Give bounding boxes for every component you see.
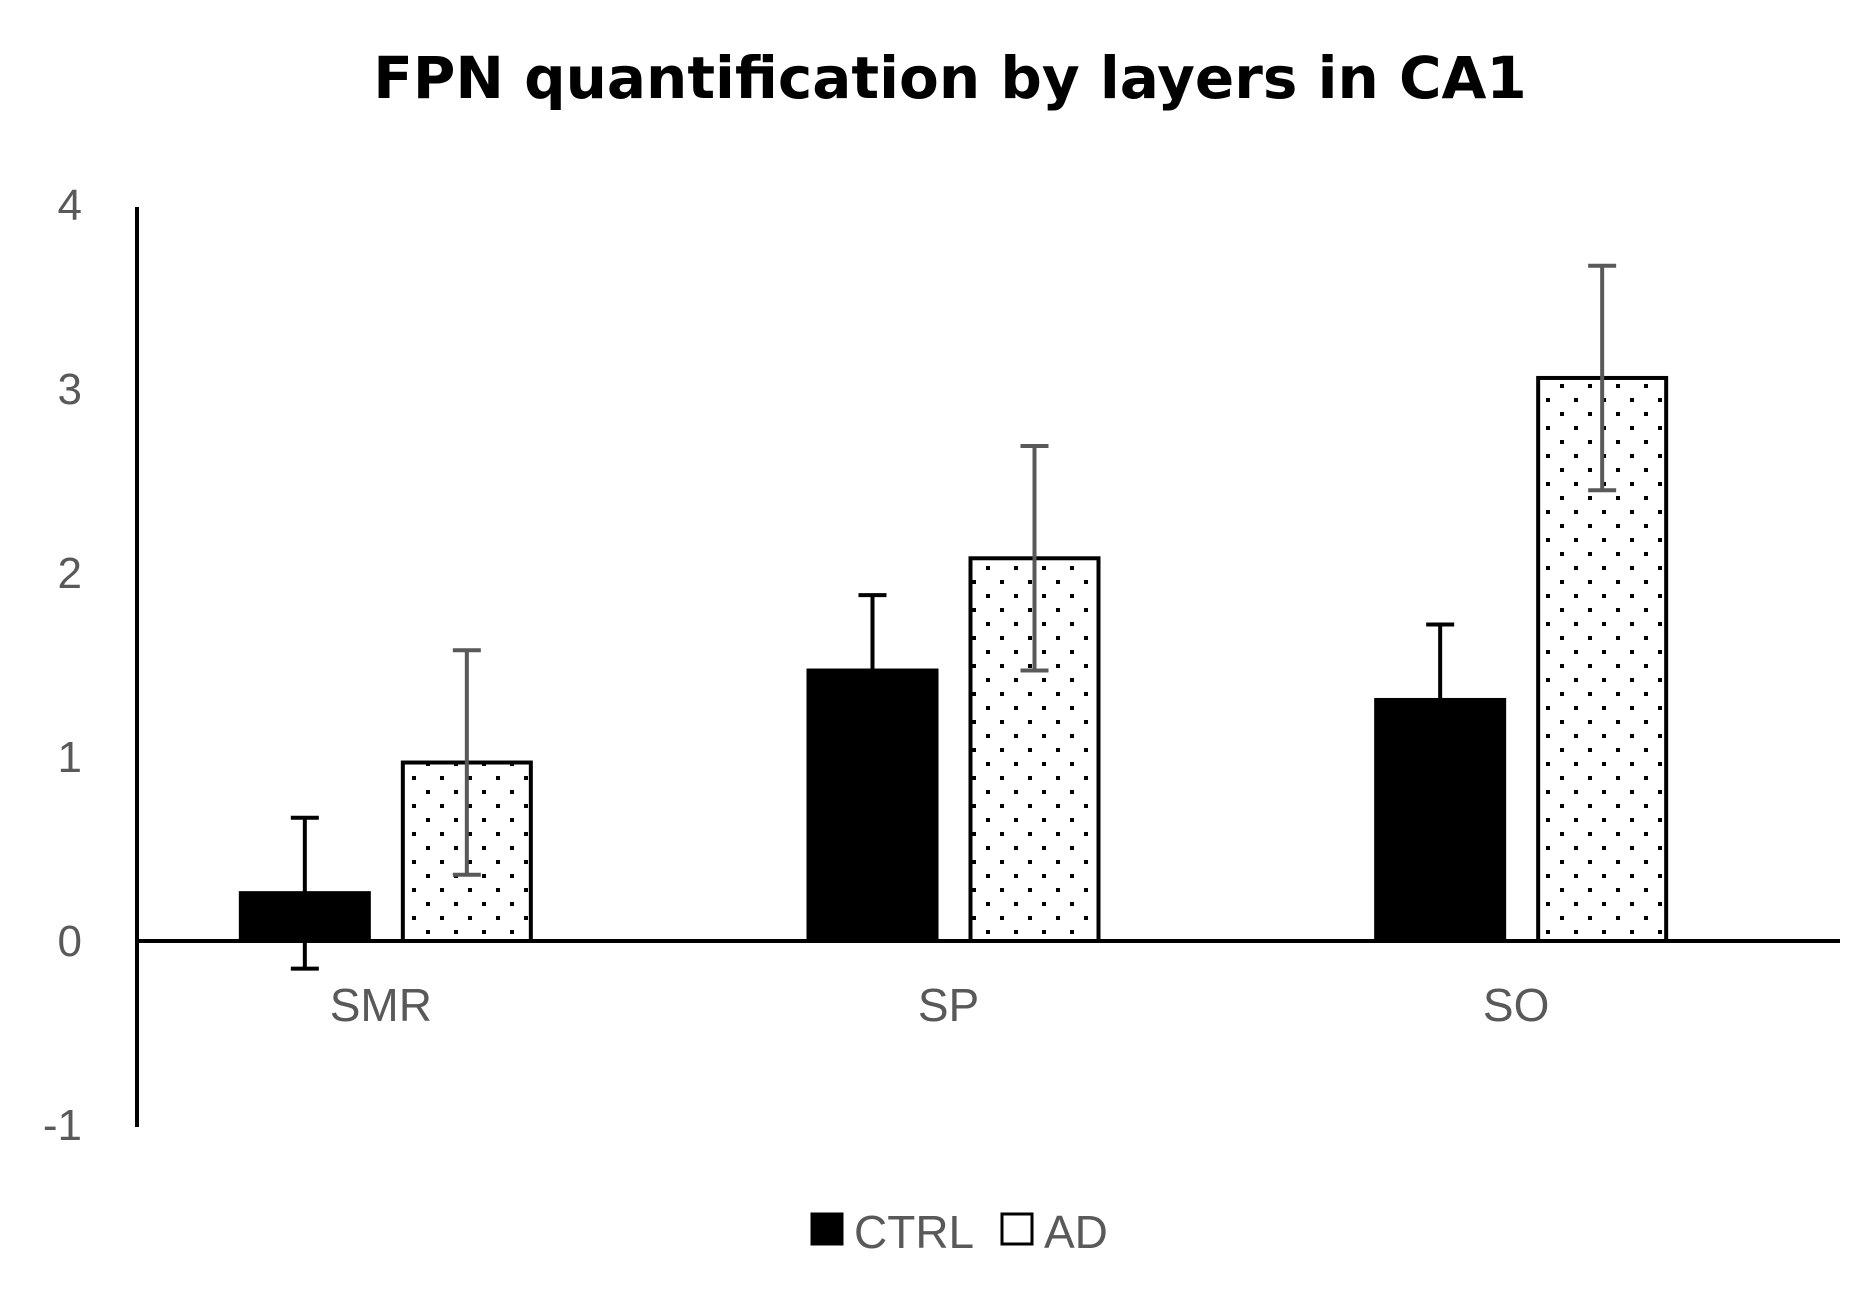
y-tick-label: 2 [58, 549, 82, 598]
legend: CTRL AD [810, 1206, 1108, 1258]
bars-group [238, 375, 1669, 944]
error-bars-group [290, 263, 1617, 971]
error-bar-ctrl-smr [290, 815, 319, 971]
error-bar-ad-smr [452, 648, 481, 877]
x-category-label: SP [918, 979, 979, 1031]
error-bar-ad-sp [1020, 444, 1049, 673]
y-tick-label: 0 [58, 917, 82, 966]
bar-ad-sp [968, 556, 1101, 944]
legend-swatch-ad [1000, 1212, 1034, 1246]
error-bar-ad-so [1588, 263, 1617, 493]
error-bar-ctrl-so [1426, 622, 1455, 778]
y-axis-ticks: -1 0 1 2 3 4 [43, 181, 82, 1150]
y-tick-label: 4 [58, 181, 82, 230]
y-tick-label: 1 [58, 733, 82, 782]
legend-swatch-ctrl [810, 1212, 844, 1246]
x-category-label: SO [1483, 979, 1549, 1031]
axes-group [135, 207, 1840, 1127]
legend-label-ctrl: CTRL [854, 1206, 974, 1258]
y-tick-label: -1 [43, 1101, 82, 1150]
y-tick-label: 3 [58, 365, 82, 414]
category-labels: SMR SP SO [330, 979, 1550, 1031]
error-bar-ctrl-sp [858, 593, 887, 748]
legend-label-ad: AD [1044, 1206, 1108, 1258]
chart-title: FPN quantification by layers in CA1 [373, 44, 1527, 112]
x-category-label: SMR [330, 979, 432, 1031]
